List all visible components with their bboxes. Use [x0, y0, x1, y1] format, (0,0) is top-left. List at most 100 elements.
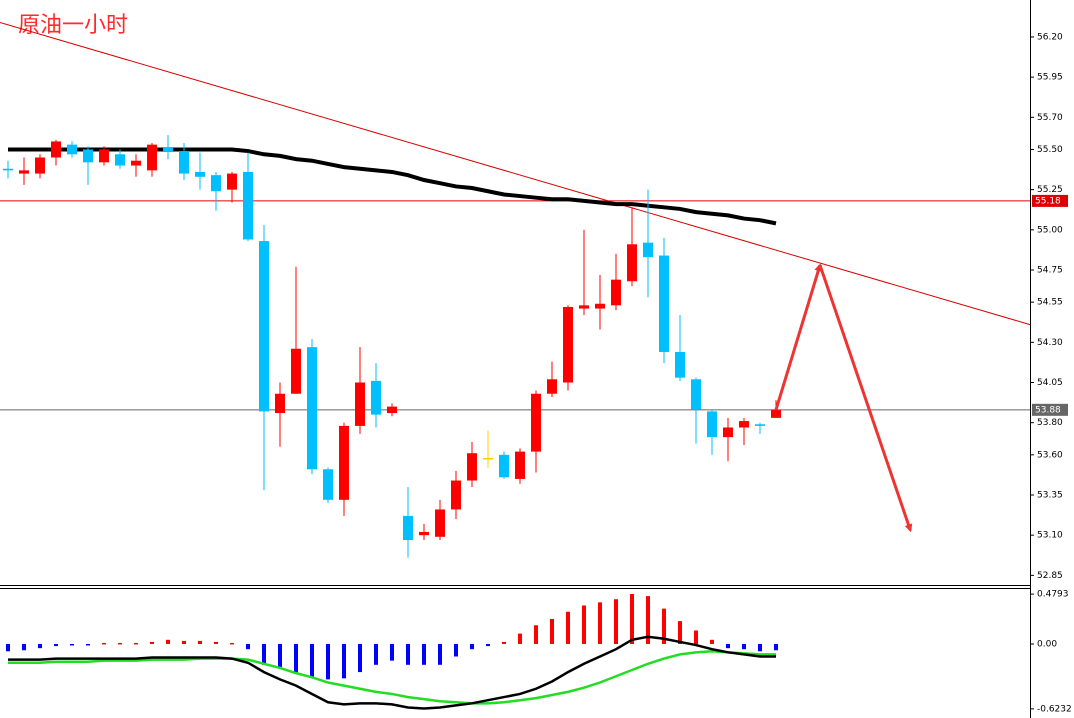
histogram-bar: [342, 643, 346, 679]
candle-body: [739, 421, 749, 428]
histogram-bar: [38, 643, 42, 649]
y-tick-label: 56.20: [1037, 32, 1063, 42]
histogram-bar: [310, 643, 314, 678]
trendline: [0, 22, 1031, 326]
histogram-bar: [630, 594, 634, 644]
histogram-bar: [486, 643, 490, 647]
candle-body: [659, 255, 669, 352]
y-tick-label: 0.4793: [1037, 590, 1069, 600]
histogram-bar: [326, 643, 330, 680]
histogram-bar: [678, 621, 682, 644]
candle-body: [243, 171, 253, 240]
histogram-bar: [566, 611, 570, 644]
y-tick-label: 55.70: [1037, 113, 1063, 123]
y-tick-label: -0.6232: [1037, 704, 1072, 714]
candle-body: [371, 380, 381, 415]
chart-title: 原油一小时: [18, 13, 128, 38]
candle-body: [723, 427, 733, 438]
candle-body: [3, 168, 13, 171]
candle-body: [611, 279, 621, 306]
candle-body: [163, 147, 173, 152]
candle-body: [19, 170, 29, 174]
candle-body: [35, 157, 45, 174]
candle-body: [547, 379, 557, 394]
histogram-bar: [550, 619, 554, 644]
candle-body: [99, 149, 109, 163]
level-label: 55.18: [1035, 196, 1061, 206]
macd-line: [8, 650, 776, 705]
histogram-bar: [758, 643, 762, 652]
candle-body: [627, 244, 637, 282]
candle-body: [115, 154, 125, 166]
candle-body: [83, 149, 93, 163]
candle-body: [227, 173, 237, 190]
candle-body: [195, 171, 205, 177]
histogram-bar: [438, 643, 442, 665]
candle-body: [259, 241, 269, 412]
histogram-bar: [390, 643, 394, 661]
candle-body: [707, 411, 717, 438]
histogram-bar: [6, 643, 10, 652]
candle-body: [579, 305, 589, 309]
histogram-bar: [278, 643, 282, 667]
histogram-bar: [614, 599, 618, 644]
histogram-bar: [22, 643, 26, 651]
histogram-bar: [358, 643, 362, 673]
histogram-bar: [774, 643, 778, 651]
candle-body: [643, 242, 653, 258]
y-tick-label: 53.35: [1037, 491, 1063, 501]
histogram-bar: [182, 640, 186, 644]
y-tick-label: 54.05: [1037, 378, 1063, 388]
histogram-bar: [70, 643, 74, 646]
histogram-bar: [262, 643, 266, 665]
candle-body: [131, 160, 141, 166]
y-tick-label: 53.80: [1037, 418, 1063, 428]
histogram-bar: [406, 643, 410, 665]
y-tick-label: 53.10: [1037, 531, 1063, 541]
histogram-bar: [214, 641, 218, 644]
histogram-bar: [118, 642, 122, 645]
y-tick-label: 0.00: [1037, 639, 1057, 649]
candle-body: [675, 351, 685, 378]
histogram-bar: [166, 639, 170, 644]
projection-arrow: [818, 264, 913, 533]
projection-arrow: [774, 263, 823, 411]
candle-body: [307, 347, 317, 470]
candle-body: [419, 531, 429, 536]
histogram-bar: [294, 643, 298, 674]
candle-body: [755, 424, 765, 426]
y-tick-label: 53.60: [1037, 450, 1063, 460]
histogram-bar: [422, 643, 426, 665]
histogram-bar: [230, 642, 234, 645]
histogram-bar: [646, 596, 650, 644]
histogram-bar: [246, 643, 250, 650]
histogram-bar: [726, 643, 730, 649]
candle-body: [67, 144, 77, 155]
histogram-bar: [470, 643, 474, 650]
histogram-bar: [742, 643, 746, 650]
candle-body: [531, 393, 541, 452]
y-tick-label: 55.00: [1037, 225, 1063, 235]
histogram-bar: [54, 643, 58, 647]
candle-body: [275, 393, 285, 414]
candle-body: [467, 453, 477, 481]
candle-body: [515, 451, 525, 479]
histogram-bar: [694, 630, 698, 644]
candle-body: [403, 515, 413, 540]
y-tick-label: 55.25: [1037, 185, 1063, 195]
candle-body: [563, 306, 573, 383]
histogram-bar: [598, 602, 602, 644]
y-tick-label: 52.85: [1037, 571, 1063, 581]
candle-body: [435, 509, 445, 537]
level-tag: [1032, 403, 1068, 416]
histogram-bar: [582, 605, 586, 644]
candle-body: [355, 382, 365, 426]
histogram-bar: [150, 641, 154, 644]
y-tick-label: 54.75: [1037, 266, 1063, 276]
histogram-bar: [662, 608, 666, 644]
candle-body: [595, 303, 605, 309]
histogram-bar: [134, 642, 138, 645]
y-tick-label: 54.30: [1037, 338, 1063, 348]
